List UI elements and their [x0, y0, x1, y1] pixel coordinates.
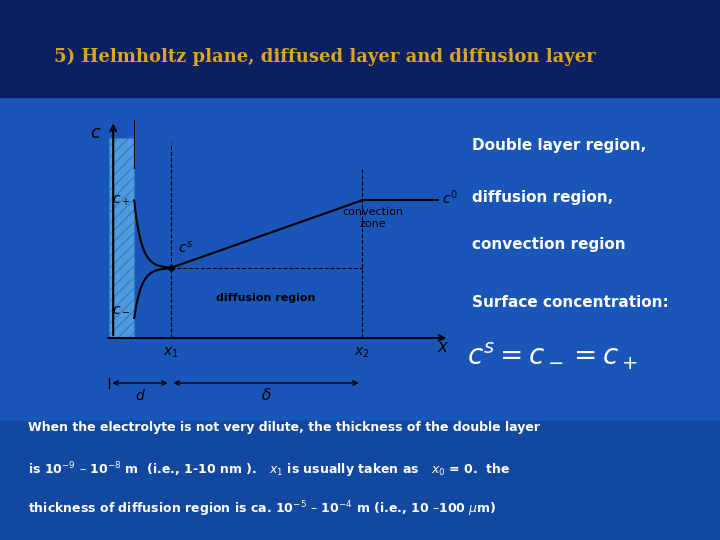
Text: Double layer region,: Double layer region, — [472, 138, 647, 153]
Text: diffusion region,: diffusion region, — [472, 191, 613, 205]
Text: $x_1$: $x_1$ — [163, 346, 179, 360]
Text: convection
zone: convection zone — [343, 207, 403, 229]
Text: thickness of diffusion region is ca. 10$^{-5}$ – 10$^{-4}$ m (i.e., 10 –100 $\mu: thickness of diffusion region is ca. 10$… — [29, 500, 497, 519]
Text: $c^s = c_- = c_+$: $c^s = c_- = c_+$ — [467, 341, 639, 373]
Text: When the electrolyte is not very dilute, the thickness of the double layer: When the electrolyte is not very dilute,… — [29, 421, 541, 434]
Bar — [0, 0, 720, 97]
Text: $c$: $c$ — [90, 124, 102, 142]
Text: $x_2$: $x_2$ — [354, 346, 369, 360]
Text: $c_+$: $c_+$ — [112, 193, 130, 208]
Text: $d$: $d$ — [135, 388, 145, 403]
Text: $c_-$: $c_-$ — [112, 301, 130, 315]
Text: $c^s$: $c^s$ — [178, 240, 193, 255]
Text: $\delta$: $\delta$ — [261, 388, 271, 403]
Text: diffusion region: diffusion region — [216, 293, 315, 303]
Text: 5) Helmholtz plane, diffused layer and diffusion layer: 5) Helmholtz plane, diffused layer and d… — [54, 48, 595, 66]
Bar — [109, 138, 134, 338]
Text: $x$: $x$ — [438, 338, 450, 356]
Bar — [0, 421, 720, 540]
Text: Surface concentration:: Surface concentration: — [472, 295, 670, 310]
Text: is 10$^{-9}$ – 10$^{-8}$ m  (i.e., 1-10 nm ).   $x_1$ is usually taken as   $x_0: is 10$^{-9}$ – 10$^{-8}$ m (i.e., 1-10 n… — [29, 460, 510, 480]
Text: convection region: convection region — [472, 237, 626, 252]
Text: $c^0$: $c^0$ — [441, 188, 457, 207]
